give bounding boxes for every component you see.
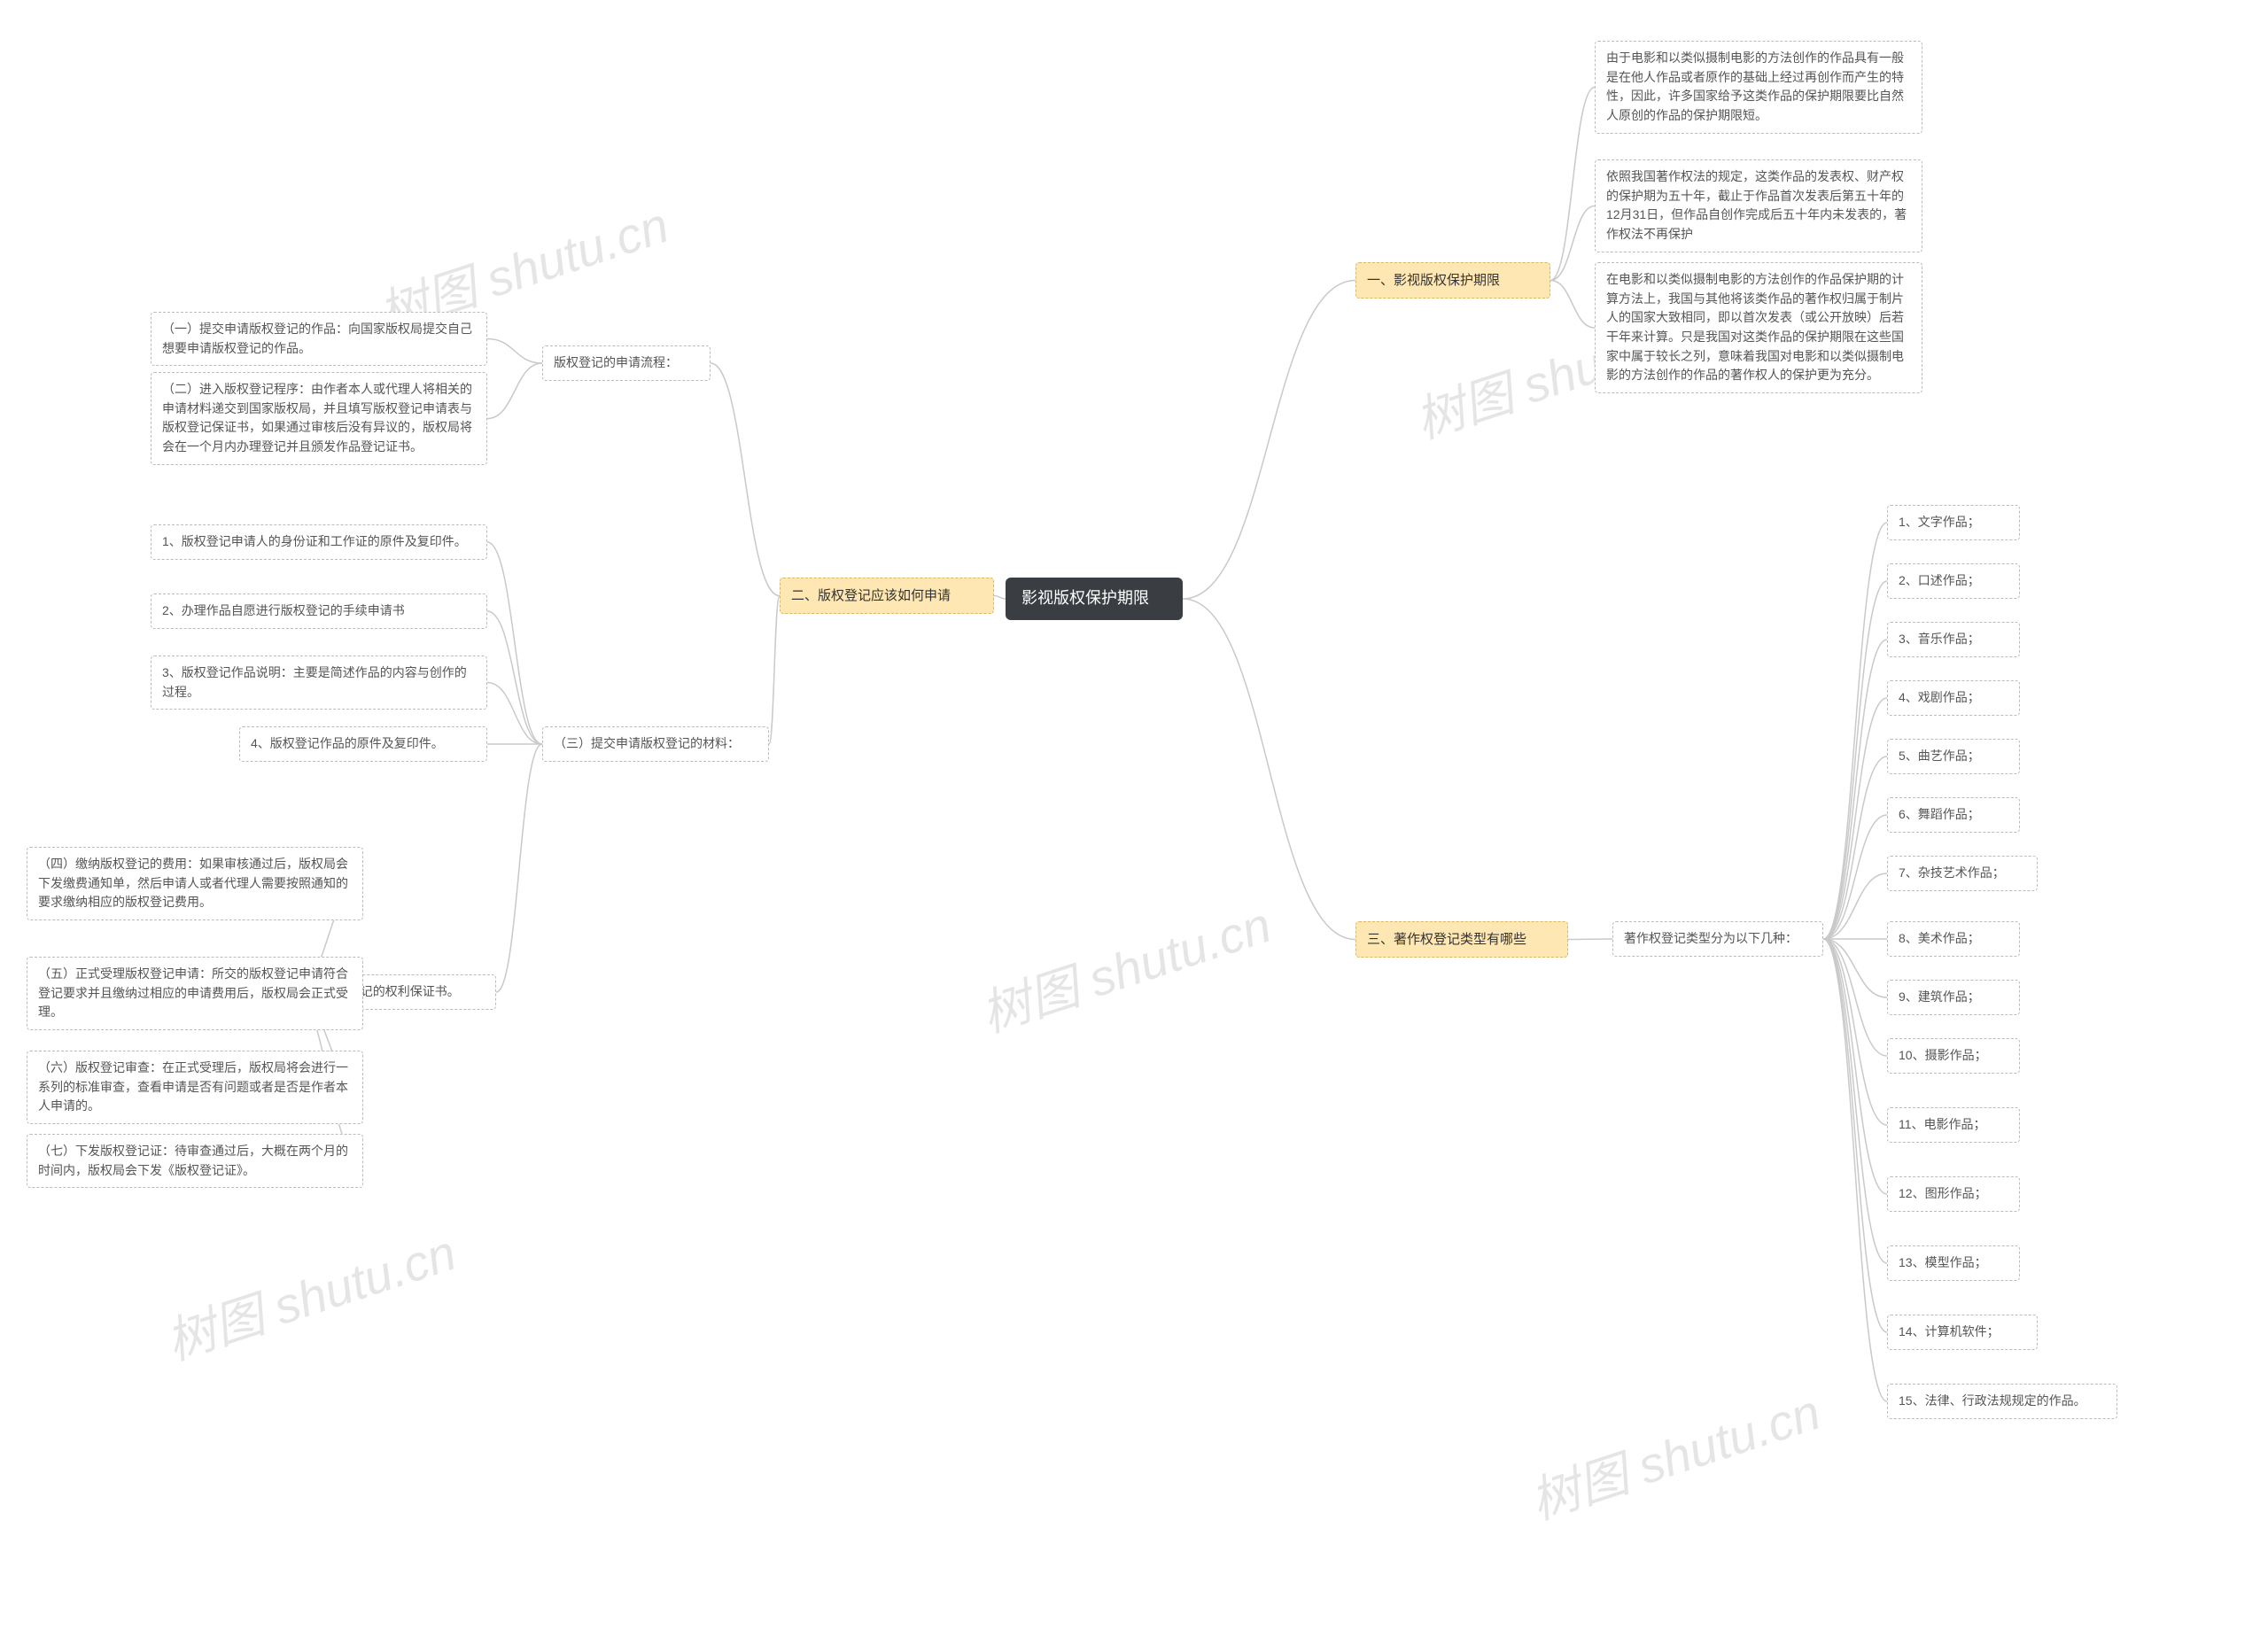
connector (1823, 523, 1887, 939)
leaf-node[interactable]: 3、音乐作品； (1887, 622, 2020, 657)
leaf-node[interactable]: 5、曲艺作品； (1887, 739, 2020, 774)
connector (1823, 939, 1887, 1194)
leaf-node[interactable]: 11、电影作品； (1887, 1107, 2020, 1143)
leaf-node[interactable]: 在电影和以类似摄制电影的方法创作的作品保护期的计算方法上，我国与其他将该类作品的… (1595, 262, 1922, 393)
connector (1183, 281, 1355, 600)
watermark: 树图 shutu.cn (971, 886, 1279, 1047)
connector (1823, 815, 1887, 939)
connector (1550, 88, 1595, 281)
leaf-node[interactable]: 13、模型作品； (1887, 1245, 2020, 1281)
connector (487, 611, 542, 744)
leaf-node[interactable]: 著作权登记类型分为以下几种： (1612, 921, 1823, 957)
leaf-node[interactable]: 1、版权登记申请人的身份证和工作证的原件及复印件。 (151, 524, 487, 560)
leaf-node[interactable]: 1、文字作品； (1887, 505, 2020, 540)
connector (1823, 939, 1887, 1401)
connector (1183, 599, 1355, 940)
root-node[interactable]: 影视版权保护期限 (1006, 578, 1183, 620)
leaf-node[interactable]: 8、美术作品； (1887, 921, 2020, 957)
connector (1823, 939, 1887, 997)
watermark: 树图 shutu.cn (156, 1214, 464, 1375)
leaf-node[interactable]: （七）下发版权登记证：待审查通过后，大概在两个月的时间内，版权局会下发《版权登记… (27, 1134, 363, 1188)
leaf-node[interactable]: 2、口述作品； (1887, 563, 2020, 599)
connector (1823, 939, 1887, 1332)
leaf-node[interactable]: 6、舞蹈作品； (1887, 797, 2020, 833)
leaf-node[interactable]: 9、建筑作品； (1887, 980, 2020, 1015)
leaf-node[interactable]: 10、摄影作品； (1887, 1038, 2020, 1074)
connector (1550, 206, 1595, 281)
connector (1568, 939, 1612, 940)
leaf-node[interactable]: 由于电影和以类似摄制电影的方法创作的作品具有一般是在他人作品或者原作的基础上经过… (1595, 41, 1922, 134)
connector (1550, 281, 1595, 329)
connector (1823, 939, 1887, 1056)
leaf-node[interactable]: 依照我国著作权法的规定，这类作品的发表权、财产权的保护期为五十年，截止于作品首次… (1595, 159, 1922, 252)
leaf-node[interactable]: 4、版权登记作品的原件及复印件。 (239, 726, 487, 762)
leaf-node[interactable]: 15、法律、行政法规规定的作品。 (1887, 1384, 2117, 1419)
connector (769, 596, 780, 745)
connector (1823, 640, 1887, 939)
leaf-node[interactable]: （四）缴纳版权登记的费用：如果审核通过后，版权局会下发缴费通知单，然后申请人或者… (27, 847, 363, 920)
connector (1823, 756, 1887, 939)
leaf-node[interactable]: 14、计算机软件； (1887, 1315, 2038, 1350)
leaf-node[interactable]: 版权登记的申请流程： (542, 345, 711, 381)
watermark: 树图 shutu.cn (1520, 1373, 1829, 1534)
leaf-node[interactable]: 3、版权登记作品说明：主要是简述作品的内容与创作的过程。 (151, 656, 487, 710)
connector (487, 339, 542, 364)
leaf-node[interactable]: 12、图形作品； (1887, 1176, 2020, 1212)
connector (711, 363, 780, 596)
connector (496, 744, 542, 992)
leaf-node[interactable]: （五）正式受理版权登记申请：所交的版权登记申请符合登记要求并且缴纳过相应的申请费… (27, 957, 363, 1030)
leaf-node[interactable]: （三）提交申请版权登记的材料： (542, 726, 769, 762)
connector (487, 363, 542, 419)
connector (1823, 698, 1887, 939)
connector (1823, 873, 1887, 939)
branch-node[interactable]: 三、著作权登记类型有哪些 (1355, 921, 1568, 958)
mindmap-canvas: 树图 shutu.cn树图 shutu.cn树图 shutu.cn树图 shut… (0, 0, 2268, 1637)
leaf-node[interactable]: （二）进入版权登记程序：由作者本人或代理人将相关的申请材料递交到国家版权局，并且… (151, 372, 487, 465)
leaf-node[interactable]: 4、戏剧作品； (1887, 680, 2020, 716)
connector (1823, 939, 1887, 1125)
leaf-node[interactable]: （六）版权登记审查：在正式受理后，版权局将会进行一系列的标准审查，查看申请是否有… (27, 1051, 363, 1124)
connector (1823, 581, 1887, 939)
connector (487, 683, 542, 745)
leaf-node[interactable]: 2、办理作品自愿进行版权登记的手续申请书 (151, 594, 487, 629)
leaf-node[interactable]: （一）提交申请版权登记的作品：向国家版权局提交自己想要申请版权登记的作品。 (151, 312, 487, 366)
connector (487, 542, 542, 744)
connector (1823, 939, 1887, 1263)
leaf-node[interactable]: 7、杂技艺术作品； (1887, 856, 2038, 891)
branch-node[interactable]: 二、版权登记应该如何申请 (780, 578, 994, 614)
branch-node[interactable]: 一、影视版权保护期限 (1355, 262, 1550, 299)
connector (994, 596, 1006, 600)
